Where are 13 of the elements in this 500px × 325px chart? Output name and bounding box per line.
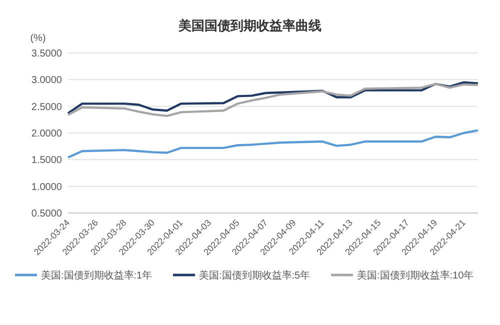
y-tick-label: 2.0000 (31, 128, 62, 140)
y-tick-label: 3.0000 (31, 75, 62, 86)
line-series (66, 129, 480, 159)
y-tick-label: 1.0000 (31, 182, 62, 193)
y-axis-title: (%) (30, 33, 46, 44)
y-tick-label: 1.5000 (31, 155, 62, 166)
y-tick-label: 3.5000 (31, 48, 62, 60)
y-tick-label: 0.5000 (31, 208, 62, 220)
chart-title: 美国国债到期收益率曲线 (178, 18, 322, 33)
y-tick-label: 2.5000 (31, 102, 62, 113)
legend-label: 美国:国债到期收益率:5年 (199, 270, 310, 282)
legend-label: 美国:国债到期收益率:10年 (357, 270, 474, 282)
legend-label: 美国:国债到期收益率:1年 (41, 270, 152, 282)
